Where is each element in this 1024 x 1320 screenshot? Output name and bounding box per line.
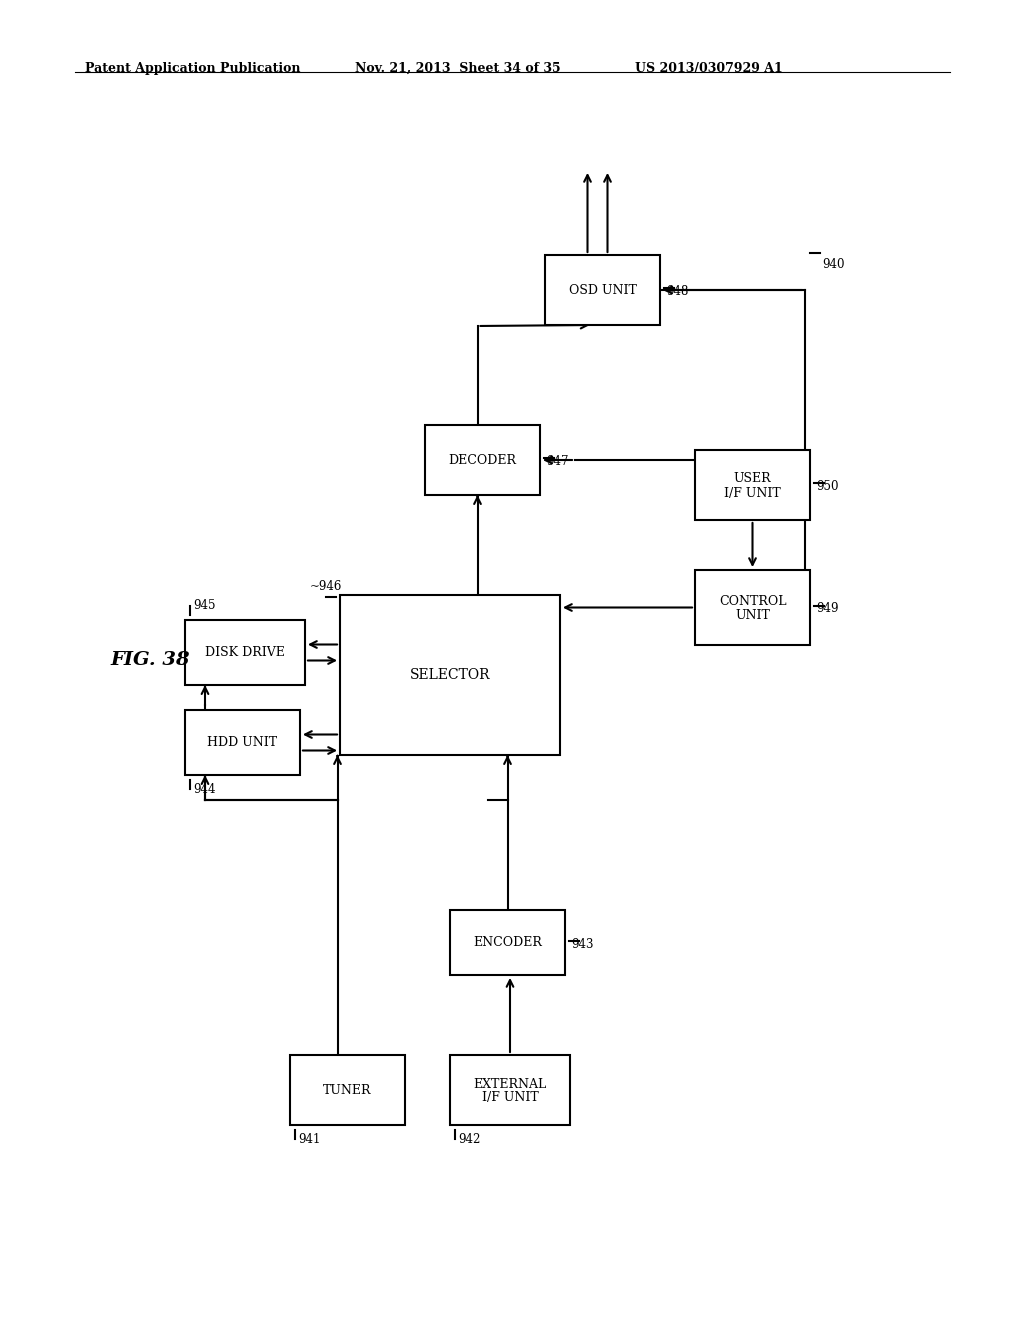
Bar xyxy=(545,255,660,325)
Text: 943: 943 xyxy=(571,937,594,950)
Text: SELECTOR: SELECTOR xyxy=(410,668,490,682)
Bar xyxy=(695,450,810,520)
Text: 945: 945 xyxy=(193,599,215,612)
Text: Nov. 21, 2013  Sheet 34 of 35: Nov. 21, 2013 Sheet 34 of 35 xyxy=(355,62,560,75)
Text: OSD UNIT: OSD UNIT xyxy=(568,284,637,297)
Text: CONTROL: CONTROL xyxy=(719,595,786,609)
Text: 944: 944 xyxy=(193,783,215,796)
Bar xyxy=(695,570,810,645)
Text: DECODER: DECODER xyxy=(449,454,516,466)
Text: US 2013/0307929 A1: US 2013/0307929 A1 xyxy=(635,62,782,75)
Text: 942: 942 xyxy=(458,1133,480,1146)
Text: FIG. 38: FIG. 38 xyxy=(111,651,189,669)
Text: ENCODER: ENCODER xyxy=(473,936,542,949)
Text: I/F UNIT: I/F UNIT xyxy=(724,487,781,499)
Text: 940: 940 xyxy=(822,257,845,271)
Text: EXTERNAL: EXTERNAL xyxy=(473,1077,547,1090)
Text: 941: 941 xyxy=(298,1133,321,1146)
Text: USER: USER xyxy=(733,473,771,486)
Bar xyxy=(290,1055,406,1125)
Text: UNIT: UNIT xyxy=(735,609,770,622)
Text: I/F UNIT: I/F UNIT xyxy=(481,1092,539,1105)
Text: 950: 950 xyxy=(816,480,839,492)
Bar xyxy=(340,595,560,755)
Bar xyxy=(185,620,305,685)
Text: HDD UNIT: HDD UNIT xyxy=(208,737,278,748)
Bar xyxy=(185,710,300,775)
Text: 947: 947 xyxy=(546,455,568,469)
Text: 948: 948 xyxy=(666,285,688,298)
Bar xyxy=(450,909,565,975)
Text: 949: 949 xyxy=(816,602,839,615)
Bar xyxy=(425,425,540,495)
Text: Patent Application Publication: Patent Application Publication xyxy=(85,62,300,75)
Text: DISK DRIVE: DISK DRIVE xyxy=(205,645,285,659)
Bar xyxy=(450,1055,570,1125)
Text: ~946: ~946 xyxy=(310,579,342,593)
Text: TUNER: TUNER xyxy=(324,1084,372,1097)
